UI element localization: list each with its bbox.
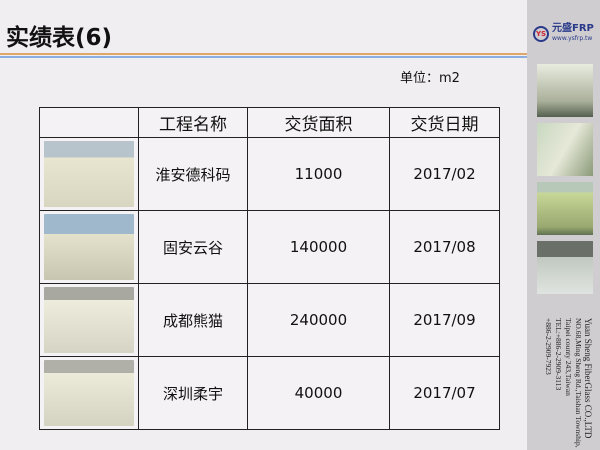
sidebar-photo (537, 241, 593, 294)
project-photo (44, 287, 134, 353)
company-logo: YS 元盛FRP www.ysfrp.tw (533, 24, 594, 44)
project-photo (44, 141, 134, 207)
table-row: 淮安德科码 11000 2017/02 (39, 137, 500, 211)
project-name: 成都熊猫 (138, 283, 248, 357)
page-title: 实绩表(6) (6, 25, 113, 51)
project-name: 固安云谷 (138, 210, 248, 284)
delivery-date: 2017/07 (389, 356, 500, 430)
header-project: 工程名称 (138, 107, 248, 138)
project-photo (44, 360, 134, 426)
delivery-area: 240000 (247, 283, 390, 357)
project-name: 深圳柔宇 (138, 356, 248, 430)
project-name: 淮安德科码 (138, 137, 248, 211)
address-line: Yuan Sheng FiberGlass CO.,LTD (583, 318, 593, 439)
sidebar-photo (537, 182, 593, 235)
delivery-area: 40000 (247, 356, 390, 430)
address-line: NO.68,Ming Sheng Rd.,Taishan Township, (574, 318, 583, 448)
delivery-area: 140000 (247, 210, 390, 284)
delivery-table: 工程名称 交货面积 交货日期 淮安德科码 11000 2017/02 固安云谷 … (39, 107, 500, 430)
table-row: 成都熊猫 240000 2017/09 (39, 283, 500, 357)
address-line: TEL:+886-2-2909-3113 (554, 318, 563, 391)
table-row: 固安云谷 140000 2017/08 (39, 210, 500, 284)
sidebar-photo (537, 123, 593, 176)
address-line: +886-2-2909-7923 (544, 318, 553, 375)
company-address: Yuan Sheng FiberGlass CO.,LTD NO.68,Ming… (543, 318, 593, 448)
header-area: 交货面积 (247, 107, 390, 138)
header-photo (39, 107, 139, 138)
unit-label: 单位：m2 (400, 71, 460, 86)
logo-url: www.ysfrp.tw (552, 35, 593, 42)
divider-orange (0, 53, 527, 55)
delivery-area: 11000 (247, 137, 390, 211)
project-photo (44, 214, 134, 280)
address-line: Taipei county 243,Taiwan (564, 318, 573, 396)
logo-mark: YS (533, 26, 549, 42)
logo-text: 元盛FRP (552, 23, 594, 34)
table-row: 深圳柔宇 40000 2017/07 (39, 356, 500, 430)
delivery-date: 2017/09 (389, 283, 500, 357)
header-date: 交货日期 (389, 107, 500, 138)
delivery-date: 2017/02 (389, 137, 500, 211)
sidebar-photo (537, 64, 593, 117)
divider-blue (0, 56, 527, 58)
delivery-date: 2017/08 (389, 210, 500, 284)
table-header: 工程名称 交货面积 交货日期 (39, 107, 500, 138)
